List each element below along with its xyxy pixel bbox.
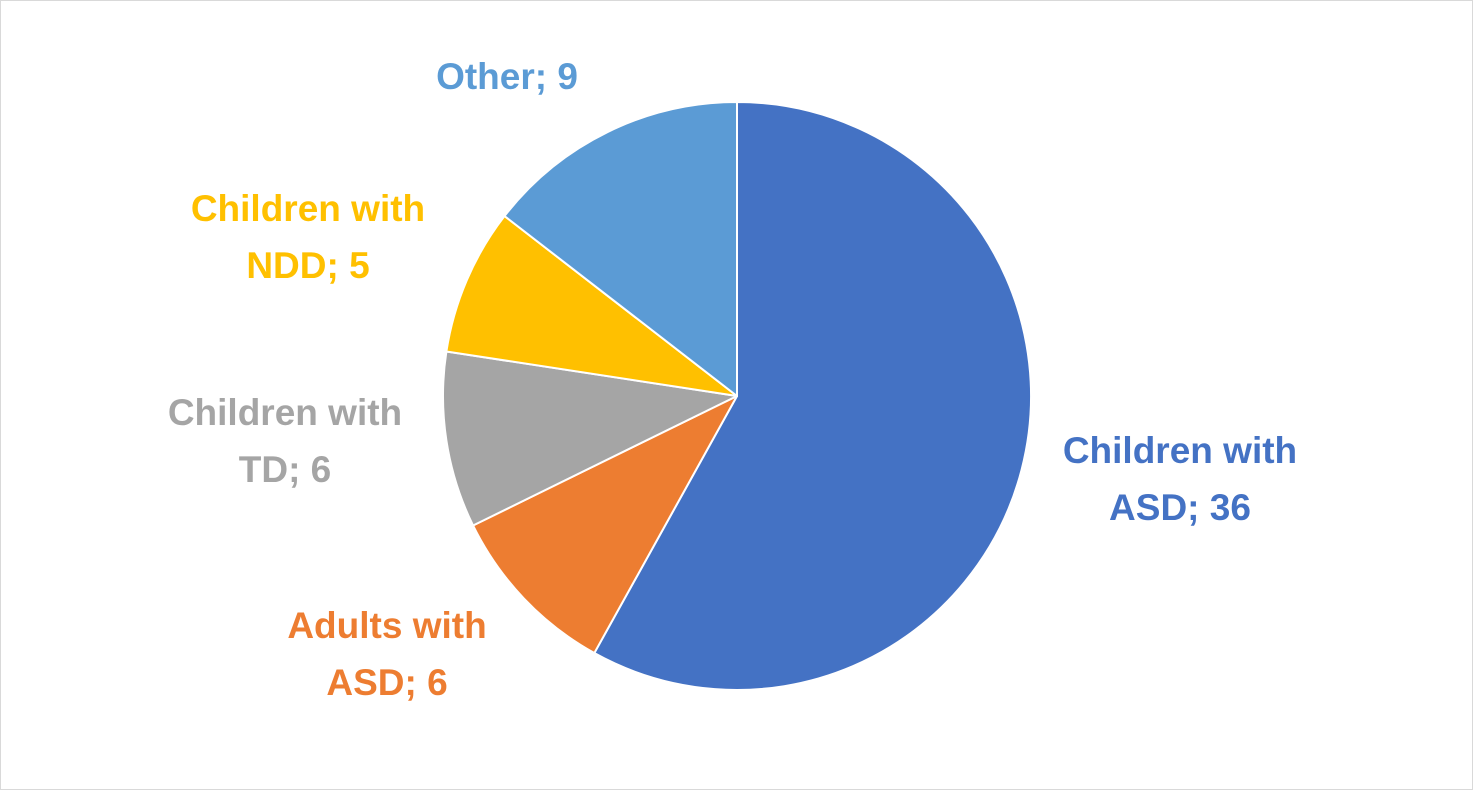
- slice-label-line: ASD; 6: [326, 662, 447, 703]
- slice-data-label: Other; 9: [436, 56, 578, 97]
- pie-slice: [472, 395, 738, 655]
- pie-slice: [445, 215, 738, 397]
- slice-label-line: ASD; 36: [1109, 487, 1251, 528]
- slice-label-line: Children with: [191, 188, 425, 229]
- slice-label-line: Children with: [1063, 430, 1297, 471]
- pie-slice: [503, 101, 738, 397]
- pie-slices: [442, 101, 1032, 691]
- slice-label-line: Other; 9: [436, 56, 578, 97]
- pie-labels: Children with ASD; 36 Adults with ASD; 6 Chi…: [168, 56, 1297, 703]
- pie-slice: [442, 350, 738, 527]
- slice-data-label: Adults with ASD; 6: [287, 605, 486, 703]
- slice-label-line: Adults with: [287, 605, 486, 646]
- slice-label-line: Children with: [168, 392, 402, 433]
- slice-label-line: TD; 6: [239, 449, 332, 490]
- slice-label-line: NDD; 5: [246, 245, 369, 286]
- pie-slice: [593, 101, 1032, 691]
- slice-data-label: Children with TD; 6: [168, 392, 402, 490]
- slice-data-label: Children with ASD; 36: [1063, 430, 1297, 528]
- slice-data-label: Children with NDD; 5: [191, 188, 425, 286]
